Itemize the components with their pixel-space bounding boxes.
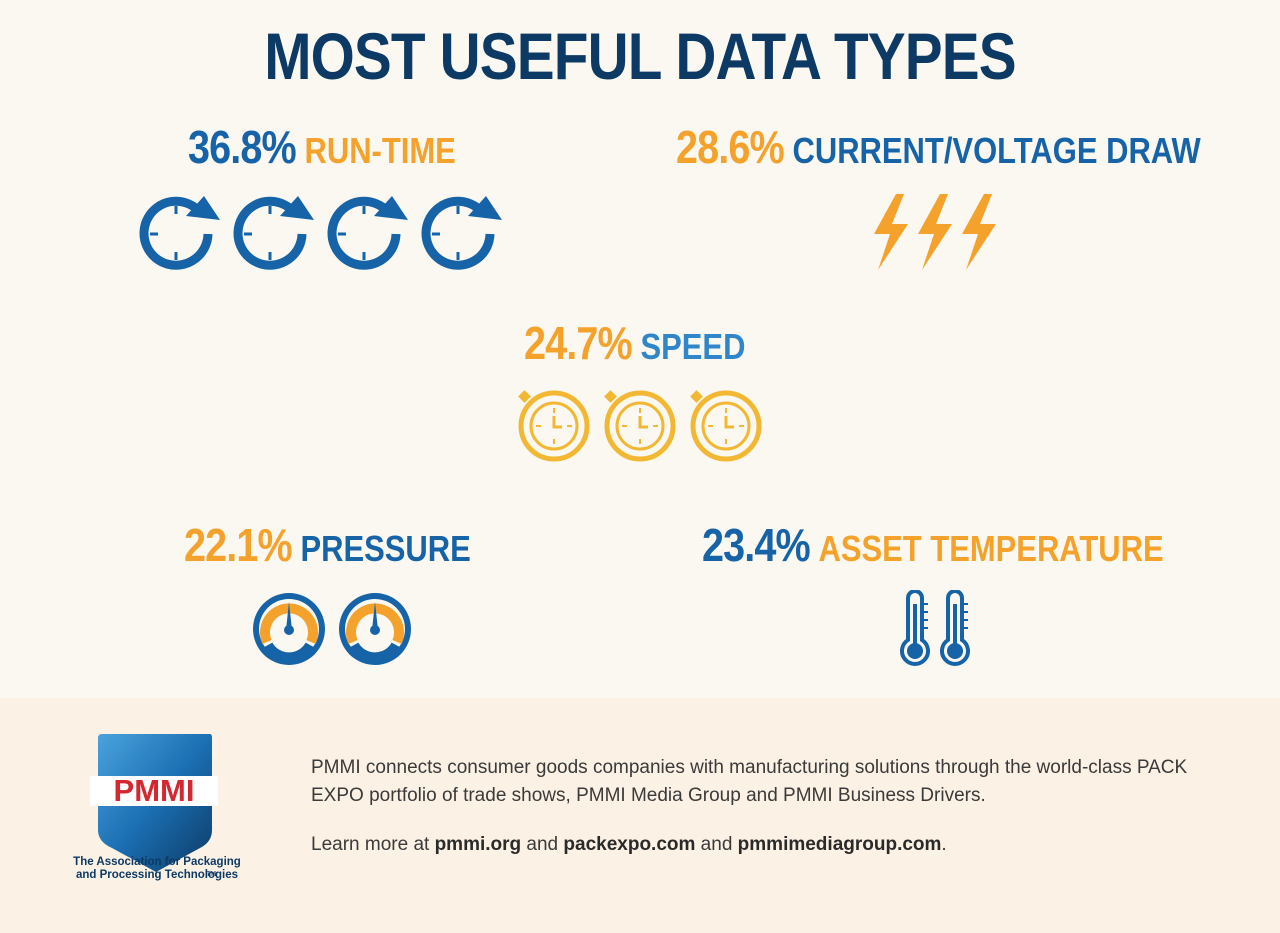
footer: PMMI TM The Association for Packaging an…	[0, 698, 1280, 933]
category-label: SPEED	[640, 326, 746, 367]
clock-refresh-icon	[230, 190, 314, 279]
clock-refresh-icon	[136, 190, 220, 279]
link-pmmimediagroup[interactable]: pmmimediagroup.com	[737, 834, 942, 855]
value-label: 24.7%	[524, 317, 633, 369]
category-label: RUN-TIME	[304, 130, 456, 171]
stat-current-voltage: 28.6% CURRENT/VOLTAGE DRAW	[676, 120, 1201, 174]
run-time-icons	[136, 190, 502, 279]
lightning-bolt-icon	[914, 194, 956, 275]
value-label: 22.1%	[184, 519, 293, 571]
thermometer-icon	[898, 589, 932, 675]
link-pmmi-org[interactable]: pmmi.org	[434, 834, 522, 855]
temperature-icons	[898, 589, 972, 675]
link-packexpo[interactable]: packexpo.com	[563, 834, 696, 855]
thermometer-icon	[938, 589, 972, 675]
pressure-gauge-icon	[250, 590, 328, 673]
pmmi-logo: PMMI TM	[90, 734, 218, 878]
category-label: CURRENT/VOLTAGE DRAW	[792, 130, 1201, 171]
stopwatch-icon	[686, 384, 764, 469]
footer-description: PMMI connects consumer goods companies w…	[311, 757, 1188, 806]
stopwatch-icon	[600, 384, 678, 469]
lightning-bolt-icon	[958, 194, 1000, 275]
stat-asset-temperature: 23.4% ASSET TEMPERATURE	[702, 518, 1164, 572]
stat-pressure: 22.1% PRESSURE	[184, 518, 471, 572]
page-title: MOST USEFUL DATA TYPES	[264, 19, 1016, 93]
current-voltage-icons	[870, 194, 1000, 275]
value-label: 36.8%	[188, 121, 297, 173]
category-label: PRESSURE	[300, 528, 471, 569]
svg-text:PMMI: PMMI	[114, 773, 195, 808]
logo-tagline: The Association for Packaging and Proces…	[73, 856, 241, 881]
pressure-icons	[250, 590, 414, 673]
category-label: ASSET TEMPERATURE	[818, 528, 1164, 569]
speed-icons	[514, 384, 764, 469]
value-label: 28.6%	[676, 121, 785, 173]
clock-refresh-icon	[324, 190, 408, 279]
stopwatch-icon	[514, 384, 592, 469]
pressure-gauge-icon	[336, 590, 414, 673]
learn-more: Learn more at pmmi.org and packexpo.com …	[311, 834, 947, 855]
stat-run-time: 36.8% RUN-TIME	[188, 120, 456, 174]
stat-speed: 24.7% SPEED	[524, 316, 745, 370]
value-label: 23.4%	[702, 519, 811, 571]
svg-text:TM: TM	[206, 871, 216, 878]
lightning-bolt-icon	[870, 194, 912, 275]
clock-refresh-icon	[418, 190, 502, 279]
